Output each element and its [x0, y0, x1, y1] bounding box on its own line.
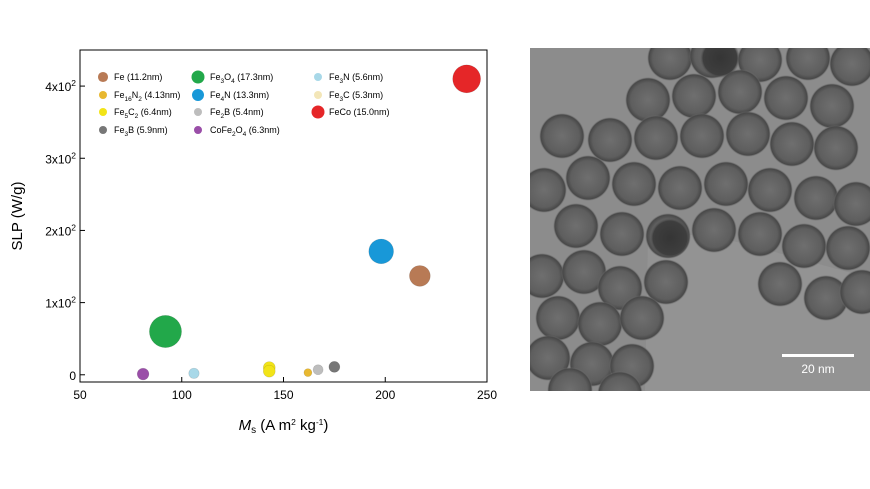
- nanoparticle: [619, 295, 665, 341]
- x-tick-label: 100: [172, 388, 192, 402]
- nanoparticle: [539, 113, 585, 159]
- data-point: [188, 367, 200, 379]
- nanoparticle-dark: [650, 218, 690, 258]
- nanoparticle: [671, 73, 717, 119]
- nanoparticle: [717, 69, 763, 115]
- tem-vacant-region: [645, 234, 870, 391]
- nanoparticle: [763, 75, 809, 121]
- nanoparticle: [747, 167, 793, 213]
- nanoparticle: [587, 117, 633, 163]
- legend-entry: Fe3O4 (17.3nm): [210, 72, 273, 85]
- data-point: [368, 238, 394, 265]
- nanoparticle: [547, 367, 593, 391]
- nanoparticle: [565, 155, 611, 201]
- scale-bar-label: 20 nm: [801, 362, 835, 376]
- nanoparticle: [530, 253, 565, 299]
- tem-micrograph: 20 nm: [530, 48, 870, 391]
- legend-marker: [314, 73, 322, 81]
- y-tick-label: 4x102: [45, 78, 76, 94]
- nanoparticle: [839, 269, 870, 315]
- legend-marker: [99, 108, 107, 116]
- nanoparticle: [647, 48, 693, 81]
- nanoparticle: [657, 165, 703, 211]
- nanoparticle: [643, 259, 689, 305]
- y-tick-label: 3x102: [45, 150, 76, 166]
- scatter-chart: 50 100 150 200 250 0 1x102 2x102 3x102 4x102 SLP (…: [9, 49, 497, 436]
- nanoparticle: [725, 111, 771, 157]
- nanoparticle: [803, 275, 849, 321]
- nanoparticle: [577, 301, 623, 347]
- legend-entry: Fe (11.2nm): [114, 72, 162, 82]
- nanoparticle: [530, 167, 567, 213]
- scale-bar: [782, 354, 854, 357]
- nanoparticle: [599, 211, 645, 257]
- legend-entry: Fe3B (5.9nm): [114, 125, 168, 138]
- nanoparticle: [703, 161, 749, 207]
- nanoparticle: [769, 121, 815, 167]
- x-axis-title: Ms (A m2 kg-1): [239, 417, 329, 436]
- nanoparticle: [829, 48, 870, 87]
- nanoparticle: [633, 115, 679, 161]
- nanoparticle: [833, 181, 870, 227]
- data-point: [303, 368, 313, 377]
- legend-marker: [314, 91, 322, 99]
- data-point: [136, 367, 150, 381]
- legend-entry: Fe16N2 (4.13nm): [114, 90, 180, 103]
- legend-entry: Fe4N (13.3nm): [210, 90, 269, 103]
- y-tick-label: 2x102: [45, 222, 76, 238]
- nanoparticle: [535, 295, 581, 341]
- nanoparticle: [737, 211, 783, 257]
- legend-marker: [191, 70, 205, 84]
- nanoparticle: [625, 77, 671, 123]
- legend-entry: Fe2B (5.4nm): [210, 107, 264, 120]
- nanoparticle: [785, 48, 831, 81]
- x-tick-label: 250: [477, 388, 497, 402]
- nanoparticle: [781, 223, 827, 269]
- nanoparticle: [611, 161, 657, 207]
- nanoparticle: [809, 83, 855, 129]
- legend-entry: Fe5C2 (6.4nm): [114, 107, 172, 120]
- y-tick-label: 0: [69, 369, 76, 383]
- nanoparticle: [825, 225, 870, 271]
- nanoparticle: [793, 175, 839, 221]
- nanoparticle: [553, 203, 599, 249]
- x-tick-label: 200: [375, 388, 395, 402]
- legend-marker: [192, 89, 204, 101]
- nanoparticle-dark: [700, 48, 740, 78]
- nanoparticle: [679, 113, 725, 159]
- nanoparticle: [813, 125, 859, 171]
- data-point: [312, 364, 324, 376]
- nanoparticle: [691, 207, 737, 253]
- legend-entry: FeCo (15.0nm): [329, 107, 390, 117]
- data-point: [328, 361, 341, 373]
- data-point: [149, 315, 182, 348]
- nanoparticle: [597, 371, 643, 391]
- legend-marker: [311, 105, 325, 119]
- legend-marker: [99, 126, 107, 134]
- nanoparticle: [757, 261, 803, 307]
- x-tick-label: 150: [273, 388, 293, 402]
- legend-marker: [99, 91, 107, 99]
- legend-marker: [194, 108, 202, 116]
- data-point: [263, 364, 276, 378]
- legend-marker: [194, 126, 202, 134]
- legend-entry: CoFe2O4 (6.3nm): [210, 125, 280, 138]
- tem-nanoparticle-image: [530, 48, 870, 391]
- x-tick-label: 50: [73, 388, 87, 402]
- legend-marker: [97, 71, 109, 83]
- y-tick-label: 1x102: [45, 295, 76, 311]
- data-point: [452, 64, 481, 94]
- data-point: [409, 265, 431, 287]
- legend-entry: Fe3N (5.6nm): [329, 72, 383, 85]
- legend-entry: Fe3C (5.3nm): [329, 90, 383, 103]
- nanoparticle: [561, 249, 607, 295]
- y-axis-title: SLP (W/g): [9, 182, 26, 251]
